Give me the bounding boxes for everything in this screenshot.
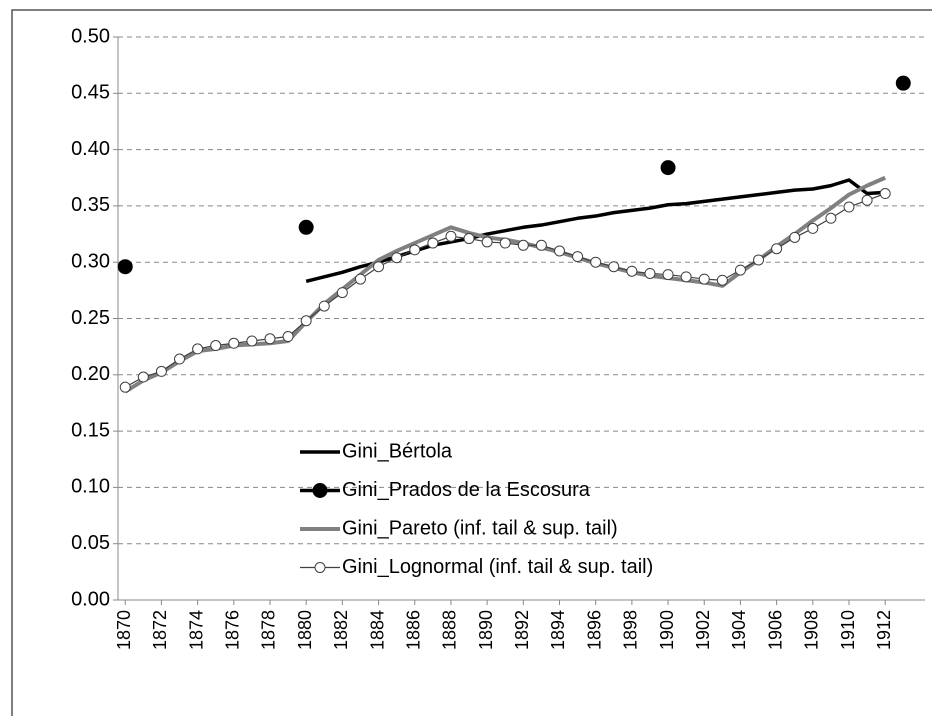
series-marker [789,231,801,243]
series-marker [895,75,911,91]
x-tick-label: 1880 [295,610,315,650]
series-marker [753,254,765,266]
series-marker [373,261,385,273]
series-marker [300,315,312,327]
series-marker [499,237,511,249]
series-marker [336,287,348,299]
y-tick-label: 0.45 [71,82,110,104]
series-marker [626,265,638,277]
x-tick-label: 1878 [259,610,279,650]
series-marker [481,236,493,248]
legend-marker [314,562,326,573]
series-marker [660,160,676,176]
x-tick-label: 1894 [548,610,568,650]
series-marker [861,194,873,206]
y-tick-label: 0.00 [71,588,110,610]
x-tick-label: 1890 [476,610,496,650]
y-tick-label: 0.05 [71,532,110,554]
y-tick-label: 0.40 [71,138,110,160]
series-marker [391,252,403,264]
x-tick-label: 1882 [331,610,351,650]
legend-label: Gini_Lognormal (inf. tail & sup. tail) [342,556,653,578]
series-marker [535,239,547,251]
series-marker [264,333,276,345]
x-tick-label: 1886 [403,610,423,650]
series-marker [716,274,728,286]
series-marker [463,233,475,245]
series-marker [572,251,584,263]
x-tick-label: 1874 [186,610,206,650]
x-tick-label: 1912 [874,610,894,650]
x-tick-label: 1906 [765,610,785,650]
y-tick-label: 0.10 [71,476,110,498]
legend-label: Gini_Prados de la Escosura [342,479,591,501]
y-tick-label: 0.25 [71,307,110,329]
y-tick-label: 0.20 [71,363,110,385]
y-tick-label: 0.15 [71,419,110,441]
y-tick-label: 0.35 [71,194,110,216]
series-marker [318,300,330,312]
series-marker [825,212,837,224]
series-marker [246,335,258,347]
x-tick-label: 1870 [114,610,134,650]
legend-marker [312,483,328,498]
x-tick-label: 1876 [223,610,243,650]
x-tick-label: 1902 [693,610,713,650]
x-tick-label: 1904 [729,610,749,650]
series-marker [517,239,529,251]
series-marker [553,245,565,257]
series-marker [590,256,602,268]
series-marker [427,237,439,249]
series-marker [680,271,692,283]
x-tick-label: 1872 [150,610,170,650]
series-marker [662,269,674,281]
chart-border [11,9,932,716]
series-marker [608,261,620,273]
x-tick-label: 1892 [512,610,532,650]
series-marker [192,343,204,355]
series-marker [879,188,891,200]
series-marker [174,353,186,365]
series-marker [843,201,855,213]
series-marker [409,244,421,256]
x-tick-label: 1898 [621,610,641,650]
x-tick-label: 1896 [584,610,604,650]
x-tick-label: 1908 [802,610,822,650]
series-marker [644,267,656,279]
legend-label: Gini_Bértola [342,440,453,462]
series-marker [354,273,366,285]
series-marker [210,340,222,352]
series-marker [137,371,149,383]
x-tick-label: 1900 [657,610,677,650]
series-marker [445,230,457,242]
series-marker [282,331,294,343]
legend-label: Gini_Pareto (inf. tail & sup. tail) [342,517,618,539]
series-marker [734,264,746,276]
x-tick-label: 1910 [838,610,858,650]
y-tick-label: 0.30 [71,250,110,272]
series-marker [698,273,710,285]
series-marker [117,259,133,275]
series-marker [119,381,131,393]
series-marker [771,243,783,255]
series-marker [228,337,240,349]
y-tick-label: 0.50 [71,25,110,47]
series-marker [298,219,314,235]
series-marker [155,365,167,377]
x-tick-label: 1884 [367,610,387,650]
series-marker [807,222,819,234]
x-tick-label: 1888 [440,610,460,650]
